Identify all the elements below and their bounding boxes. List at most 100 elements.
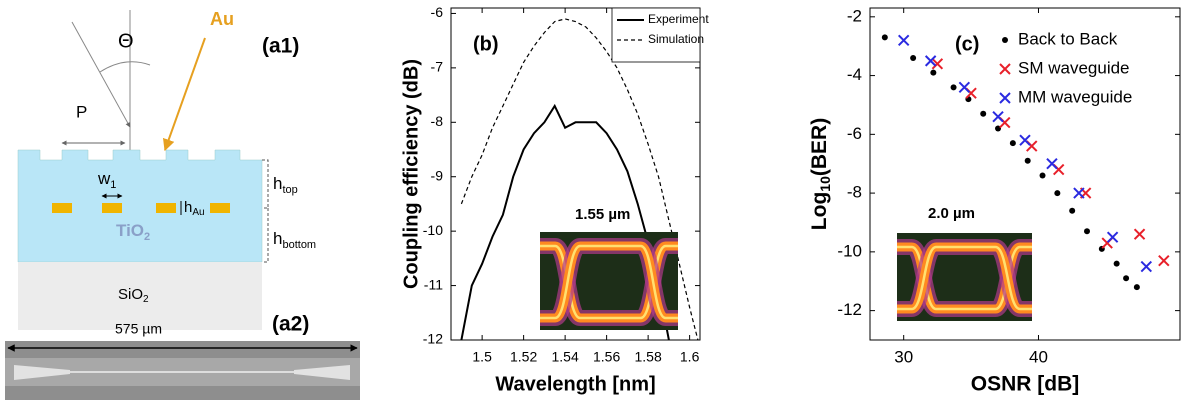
scatter-point bbox=[931, 58, 944, 70]
tio2-label: TiO2 bbox=[116, 221, 150, 242]
schematic: Θ Au (a1) P w1 hAu TiO2 SiO2 htop hbotto… bbox=[17, 9, 316, 330]
sio2-substrate bbox=[18, 262, 262, 330]
legend-swatch bbox=[999, 63, 1011, 75]
theta-label: Θ bbox=[118, 30, 134, 52]
x-tick-label: 40 bbox=[1029, 347, 1048, 366]
scatter-point bbox=[910, 54, 917, 61]
au-bar bbox=[52, 203, 72, 213]
legend-label: Simulation bbox=[648, 32, 704, 46]
scatter-point bbox=[1123, 275, 1130, 282]
x-tick-label: 1.58 bbox=[635, 349, 662, 365]
scatter-point bbox=[992, 111, 1004, 123]
scatter-point bbox=[930, 69, 937, 76]
height-bracket bbox=[262, 159, 269, 263]
length-label: 575 µm bbox=[115, 321, 162, 337]
y-tick-label: -8 bbox=[847, 183, 862, 202]
tio2-layer bbox=[17, 149, 263, 263]
eye-trace bbox=[540, 244, 678, 320]
y-axis-label-sub: 10 bbox=[817, 176, 833, 192]
au-label: Au bbox=[210, 9, 234, 29]
scatter-point bbox=[1073, 187, 1085, 199]
width-label: w1 bbox=[97, 169, 116, 190]
scatter-point bbox=[1133, 228, 1146, 240]
scatter-point bbox=[1140, 260, 1153, 273]
scatter-point bbox=[1113, 260, 1120, 267]
y-tick-label: -12 bbox=[837, 300, 862, 319]
au-bar bbox=[210, 203, 230, 213]
au-arrow bbox=[162, 37, 206, 152]
h-top-label: htop bbox=[273, 174, 298, 195]
eye-trace bbox=[540, 244, 678, 320]
y-axis-label-part: (BER) bbox=[808, 118, 831, 176]
scatter-point bbox=[1046, 158, 1058, 170]
period-label: P bbox=[76, 102, 87, 121]
legend-label: MM waveguide bbox=[1018, 87, 1132, 106]
y-axis-label: Coupling efficiency (dB) bbox=[400, 59, 422, 289]
plot-frame bbox=[869, 7, 1181, 341]
y-tick-label: -6 bbox=[847, 124, 862, 143]
inset-label: 1.55 µm bbox=[575, 206, 630, 223]
scatter-point bbox=[980, 110, 987, 117]
h-bottom-label: hbottom bbox=[273, 229, 316, 250]
legend-swatch bbox=[1002, 37, 1008, 43]
x-tick-label: 1.56 bbox=[593, 349, 620, 365]
legend-label: SM waveguide bbox=[1018, 58, 1130, 77]
series-line bbox=[460, 18, 699, 341]
x-axis-label: Wavelength [nm] bbox=[495, 373, 655, 395]
x-tick-label: 1.52 bbox=[510, 349, 537, 365]
legend-label: Back to Back bbox=[1018, 29, 1118, 48]
au-bar bbox=[156, 203, 176, 213]
y-tick-label: -2 bbox=[847, 6, 862, 25]
scatter-point bbox=[1009, 140, 1016, 147]
inset-label: 2.0 µm bbox=[928, 205, 975, 222]
y-tick-label: -12 bbox=[423, 331, 443, 347]
x-tick-label: 30 bbox=[894, 347, 913, 366]
x-tick-label: 1.54 bbox=[552, 349, 579, 365]
scatter-point bbox=[1069, 207, 1076, 214]
scatter-point bbox=[897, 34, 910, 47]
scatter-point bbox=[1106, 231, 1119, 243]
plot-frame bbox=[450, 7, 701, 341]
legend-label: Experiment bbox=[648, 12, 709, 26]
h-au-label: hAu bbox=[184, 199, 205, 218]
micrograph: (a2) 575 µm bbox=[5, 313, 360, 400]
y-tick-label: -8 bbox=[431, 113, 444, 129]
taper bbox=[294, 365, 350, 380]
y-tick-label: -4 bbox=[847, 65, 862, 84]
x-tick-label: 1.5 bbox=[472, 349, 492, 365]
y-tick-label: -11 bbox=[424, 276, 443, 292]
scatter-point bbox=[1084, 228, 1090, 235]
legend-box bbox=[611, 7, 701, 63]
scatter-point bbox=[1133, 284, 1140, 291]
taper bbox=[14, 365, 70, 380]
scatter-point bbox=[1019, 134, 1031, 146]
legend-swatch bbox=[999, 92, 1011, 104]
y-tick-label: -9 bbox=[431, 167, 444, 183]
scatter-point bbox=[958, 81, 971, 94]
panel-label: (a2) bbox=[272, 313, 309, 336]
x-tick-label: 1.6 bbox=[680, 349, 700, 365]
charts: -12 -11 -10 -9 -8 -7 -6 1.5 1.52 1.54 1.56 1.58 1.6 W… bbox=[400, 4, 1181, 396]
eye-trace bbox=[897, 245, 1032, 311]
y-axis-label-part: Log bbox=[808, 192, 831, 230]
y-tick-label: -10 bbox=[423, 222, 443, 238]
scatter-point bbox=[1054, 190, 1061, 197]
scatter-point bbox=[1158, 254, 1170, 267]
panel-label: (a1) bbox=[262, 35, 299, 58]
panel-label: (c) bbox=[955, 33, 979, 55]
scatter-point bbox=[1039, 172, 1046, 179]
angle-arc bbox=[99, 61, 151, 73]
scatter-point bbox=[924, 55, 937, 67]
y-tick-label: -10 bbox=[837, 241, 862, 260]
scatter-point bbox=[950, 84, 957, 91]
scatter-point bbox=[881, 34, 888, 41]
panel-label: (b) bbox=[473, 33, 499, 55]
incident-beam bbox=[71, 21, 131, 128]
sio2-label: SiO2 bbox=[118, 286, 149, 305]
scatter-point bbox=[1024, 157, 1031, 164]
x-axis-label: OSNR [dB] bbox=[971, 373, 1080, 396]
y-axis-label: Log10(BER) bbox=[808, 118, 833, 230]
eye-trace bbox=[897, 245, 1032, 311]
y-tick-label: -6 bbox=[431, 4, 444, 20]
